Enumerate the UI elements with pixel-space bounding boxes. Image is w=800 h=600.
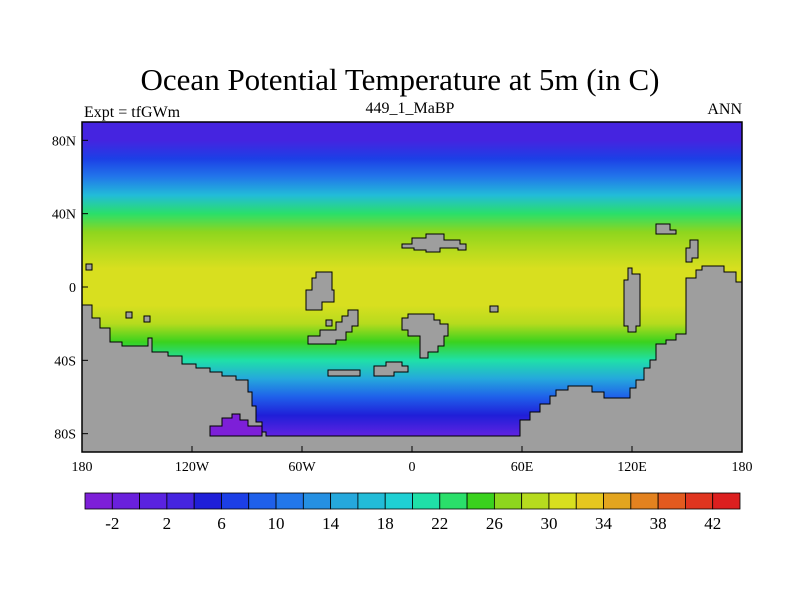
colorbar — [84, 492, 741, 510]
land-central-block — [401, 313, 449, 359]
colorbar-swatch — [603, 492, 632, 510]
colorbar-swatch — [439, 492, 468, 510]
colorbar-swatch — [275, 492, 304, 510]
land-south-america-antarctica — [82, 265, 742, 452]
land-ne-coast — [685, 239, 699, 263]
colorbar-label: 30 — [540, 514, 557, 533]
season-label: ANN — [707, 101, 742, 118]
colorbar-label: 38 — [650, 514, 667, 533]
x-tick-labels: 180 120W 60W 0 60E 120E 180 — [72, 460, 753, 475]
colorbar-swatch — [248, 492, 277, 510]
chart-title: Ocean Potential Temperature at 5m (in C) — [140, 62, 660, 97]
y-tick-label: 80S — [54, 428, 76, 443]
y-tick-label: 40N — [52, 208, 76, 223]
land-island-2 — [307, 309, 359, 345]
colorbar-swatch — [493, 492, 523, 510]
colorbar-label: 10 — [268, 514, 285, 533]
colorbar-swatch — [166, 492, 195, 510]
colorbar-swatch — [221, 492, 250, 510]
colorbar-swatch — [466, 492, 495, 510]
colorbar-swatch — [412, 492, 441, 510]
y-tick-label: 40S — [54, 354, 76, 369]
x-tick-label: 180 — [72, 460, 93, 475]
y-tick-labels: 80N 40N 0 40S 80S — [52, 134, 76, 442]
colorbar-swatch — [139, 492, 168, 510]
land-islet-c — [373, 361, 409, 377]
colorbar-label: 26 — [486, 514, 503, 533]
land-islet-g — [85, 263, 93, 271]
colorbar-swatch — [548, 492, 577, 510]
colorbar-label: 2 — [163, 514, 172, 533]
colorbar-label: 18 — [377, 514, 394, 533]
land-island-1 — [305, 271, 335, 311]
colorbar-swatch — [357, 492, 386, 510]
land-masses — [82, 223, 742, 452]
colorbar-swatch — [685, 492, 714, 510]
axis-ticks — [81, 139, 743, 452]
experiment-label: Expt = tfGWm — [84, 104, 181, 121]
y-tick-label: 0 — [69, 281, 76, 296]
colorbar-label: 42 — [704, 514, 721, 533]
center-label: 449_1_MaBP — [365, 100, 455, 117]
y-tick-label: 80N — [52, 134, 76, 149]
colorbar-label: 22 — [431, 514, 448, 533]
x-tick-label: 60W — [288, 460, 316, 475]
land-narrow-ridge — [623, 267, 641, 333]
colorbar-swatch — [630, 492, 659, 510]
land-northern-block — [401, 233, 467, 253]
x-tick-label: 60E — [511, 460, 534, 475]
colorbar-label: -2 — [105, 514, 119, 533]
colorbar-swatch — [193, 492, 222, 510]
x-tick-label: 0 — [409, 460, 416, 475]
colorbar-label: 34 — [595, 514, 613, 533]
land-ne-island — [655, 223, 677, 235]
polar-cold-island — [209, 413, 263, 437]
colorbar-swatch — [384, 492, 413, 510]
colorbar-swatch — [302, 492, 332, 510]
x-tick-label: 120W — [175, 460, 210, 475]
colorbar-swatch — [521, 492, 550, 510]
colorbar-swatch — [712, 492, 741, 510]
land-islet-b — [327, 369, 361, 377]
land-islet-e — [125, 311, 133, 319]
colorbar-swatch — [111, 492, 140, 510]
land-islet-a — [325, 319, 333, 327]
colorbar-swatch — [575, 492, 604, 510]
colorbar-label: 6 — [217, 514, 226, 533]
colorbar-labels: -2 2 6 10 14 18 22 26 30 34 38 42 — [105, 514, 721, 533]
colorbar-label: 14 — [322, 514, 340, 533]
x-tick-label: 180 — [732, 460, 753, 475]
land-islet-f — [143, 315, 151, 323]
x-tick-label: 120E — [617, 460, 647, 475]
colorbar-swatch — [330, 492, 359, 510]
colorbar-swatch — [657, 492, 686, 510]
land-islet-d — [489, 305, 499, 313]
colorbar-swatch — [84, 492, 113, 510]
